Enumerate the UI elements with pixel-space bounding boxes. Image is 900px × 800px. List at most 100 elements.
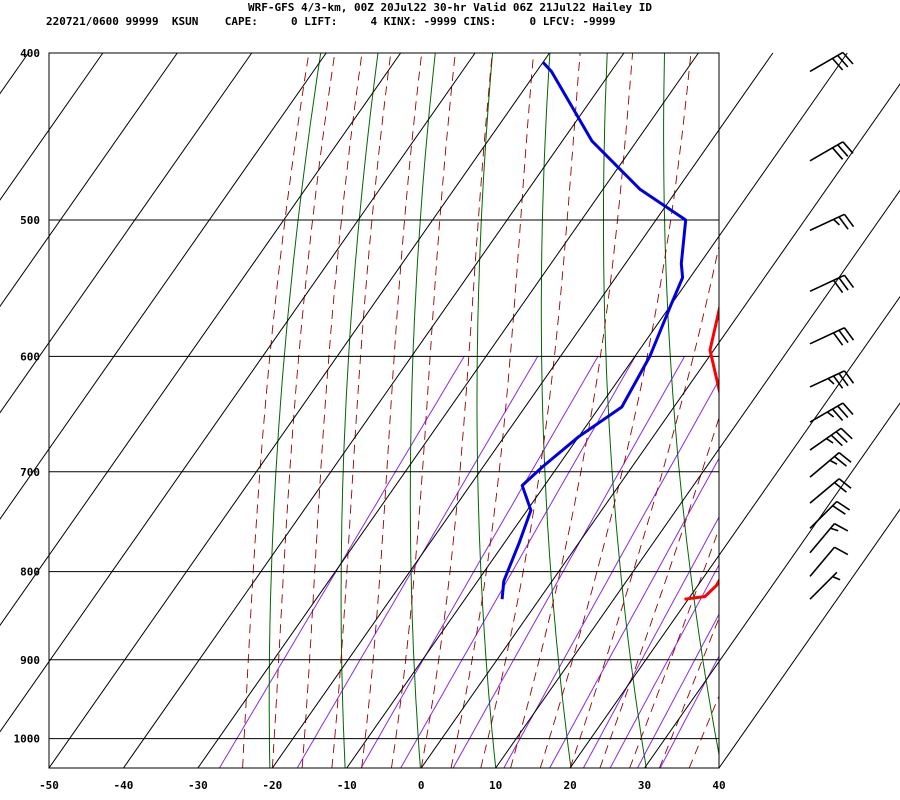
barb-feather xyxy=(832,332,844,346)
isotherm-line xyxy=(346,52,848,769)
isotherm-line xyxy=(0,52,178,308)
moist-adiabat-line xyxy=(510,53,634,768)
background-lines xyxy=(219,53,900,768)
wind-barb xyxy=(809,327,855,346)
barb-staff xyxy=(809,213,845,232)
isotherm-line xyxy=(718,508,900,769)
wind-barb xyxy=(809,274,855,294)
wind-barb xyxy=(809,402,854,423)
barb-feather xyxy=(842,402,854,416)
mixing-ratio-line xyxy=(219,356,465,768)
barb-feather xyxy=(837,54,849,68)
sounding-info: 220721/0600 99999 KSUN CAPE: 0 LIFT: 4 K… xyxy=(46,15,616,28)
wind-barb xyxy=(809,213,855,232)
y-tick-label: 1000 xyxy=(14,733,41,746)
sounding-traces xyxy=(500,61,719,601)
barb-feather xyxy=(825,437,834,444)
wind-barb xyxy=(809,546,849,577)
barb-feather xyxy=(843,370,855,384)
x-tick-label: 10 xyxy=(489,779,502,792)
x-tick-label: 30 xyxy=(638,779,651,792)
barb-staff xyxy=(809,327,845,345)
x-tick-label: 40 xyxy=(712,779,725,792)
barb-feather xyxy=(830,434,843,447)
x-tick-label: -10 xyxy=(337,779,357,792)
mixing-ratio-line xyxy=(503,378,719,768)
dry-adiabat-line xyxy=(663,53,719,758)
dewpoint-trace xyxy=(500,61,688,600)
barb-feather xyxy=(835,431,848,443)
barb-staff xyxy=(809,402,844,423)
wind-barb xyxy=(809,51,854,73)
x-tick-label: -20 xyxy=(262,779,282,792)
barb-feather xyxy=(840,427,853,440)
barb-feather xyxy=(831,147,844,160)
isotherm-line xyxy=(569,295,900,769)
barb-feather xyxy=(836,500,851,511)
isotherm-line xyxy=(644,402,900,769)
mixing-ratio-line xyxy=(296,356,539,768)
moist-adiabat-line xyxy=(390,53,456,768)
barb-feather xyxy=(829,459,838,465)
barb-staff xyxy=(809,523,836,554)
y-tick-label: 600 xyxy=(20,350,40,363)
y-tick-label: 400 xyxy=(20,47,40,60)
dry-adiabat-line xyxy=(476,53,497,768)
wind-barb xyxy=(809,452,852,478)
barb-staff xyxy=(809,51,844,73)
isotherm-line xyxy=(123,52,625,769)
plot-frame xyxy=(48,52,720,769)
axis-grid xyxy=(0,52,900,769)
isotherm-line xyxy=(0,52,104,201)
barb-feather xyxy=(834,522,849,532)
moist-adiabat-line xyxy=(658,616,719,768)
moist-adiabat-line xyxy=(331,53,392,768)
isotherm-line xyxy=(271,52,774,769)
barb-feather xyxy=(843,327,855,341)
barb-feather xyxy=(832,505,846,515)
barb-feather xyxy=(837,405,849,419)
isotherm-line xyxy=(0,52,253,414)
isotherm-line xyxy=(0,52,327,520)
dry-adiabat-line xyxy=(836,53,900,768)
barb-staff xyxy=(809,478,840,504)
barb-feather xyxy=(842,141,854,154)
barb-staff xyxy=(809,571,838,600)
y-tick-label: 500 xyxy=(20,214,40,227)
wind-barbs xyxy=(809,51,855,600)
barb-feather xyxy=(832,575,841,581)
y-tick-label: 700 xyxy=(20,466,40,479)
dry-adiabat-line xyxy=(340,53,379,768)
barb-staff xyxy=(809,427,842,451)
moist-adiabat-line xyxy=(301,53,363,768)
x-tick-label: 0 xyxy=(418,779,425,792)
barb-feather xyxy=(838,216,849,230)
dry-adiabat-line xyxy=(722,53,797,768)
temperature-trace xyxy=(684,303,719,601)
wind-barb xyxy=(809,500,851,529)
barb-feather xyxy=(838,329,849,344)
barb-feather xyxy=(832,279,844,294)
isotherm-line xyxy=(420,83,900,769)
barb-feather xyxy=(831,408,844,422)
mixing-ratio-line xyxy=(400,356,636,768)
moist-adiabat-line xyxy=(361,53,423,768)
barb-feather xyxy=(827,377,835,385)
tick-labels: -50 -40 -30 -20 -10 0 10 20 30 40 400 500 600 700 800 9… xyxy=(14,47,726,792)
moist-adiabat-line xyxy=(450,53,535,768)
barb-feather xyxy=(830,527,839,532)
mixing-ratio-line xyxy=(452,356,686,768)
mixing-ratio-line xyxy=(360,356,599,768)
isotherm-line xyxy=(495,189,900,769)
barb-feather xyxy=(831,57,844,71)
moist-adiabat-line xyxy=(420,53,493,768)
barb-staff xyxy=(809,546,836,577)
dry-adiabat-line xyxy=(779,53,872,768)
dry-adiabat-line xyxy=(540,53,572,768)
isotherm-line xyxy=(0,52,476,733)
wind-barb xyxy=(809,370,855,389)
y-tick-label: 900 xyxy=(20,654,40,667)
barb-staff xyxy=(809,274,845,293)
chart-title: WRF-GFS 4/3-km, 00Z 20Jul22 30-hr Valid … xyxy=(248,1,652,14)
wind-barb xyxy=(809,571,841,600)
